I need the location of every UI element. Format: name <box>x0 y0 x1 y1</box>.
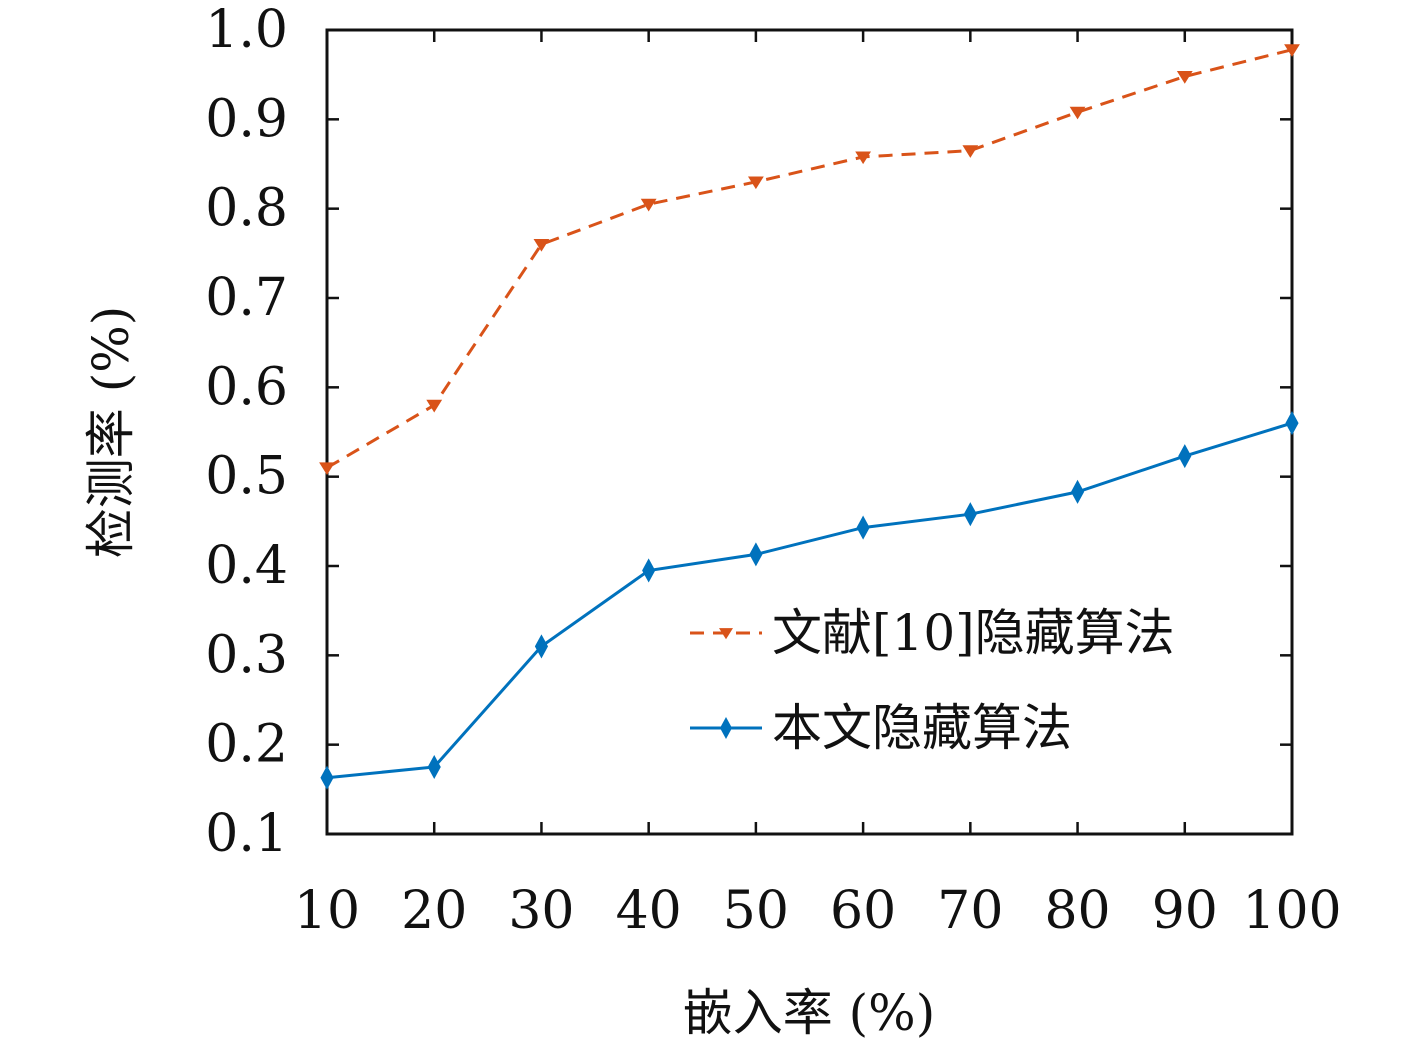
series-1-point-3 <box>640 198 657 212</box>
y-tick-label-4: 0.5 <box>205 447 288 507</box>
plot-area <box>325 28 1294 836</box>
y-tick-labels: 0.1 0.2 0.3 0.4 0.5 0.6 0.7 0.8 0.9 1.0 <box>205 0 288 864</box>
series-2-point-7 <box>1070 479 1085 504</box>
x-tick-label-2: 30 <box>508 881 574 941</box>
series-1-point-7 <box>1069 106 1086 120</box>
y-tick-label-7: 0.8 <box>205 179 288 239</box>
x-tick-label-1: 20 <box>401 881 467 941</box>
legend-marker-series-1 <box>719 628 733 640</box>
legend-label-series-2: 本文隐藏算法 <box>772 699 1072 757</box>
x-axis-label: 嵌入率 (%) <box>683 984 935 1042</box>
axis-ticks <box>325 28 1294 836</box>
legend-label-series-1: 文献[10]隐藏算法 <box>772 604 1175 662</box>
series-2-point-3 <box>642 558 656 583</box>
series-2-point-9 <box>1285 411 1299 436</box>
series-line-1 <box>326 48 1293 469</box>
y-axis-label: 检测率 (%) <box>82 306 140 558</box>
x-tick-label-5: 60 <box>830 881 896 941</box>
y-tick-label-3: 0.4 <box>205 536 288 596</box>
series-1-point-4 <box>747 176 764 190</box>
y-tick-label-5: 0.6 <box>205 357 288 417</box>
series-1-point-0 <box>319 462 335 475</box>
legend: 文献[10]隐藏算法 本文隐藏算法 <box>690 604 1175 757</box>
x-tick-labels: 10 20 30 40 50 60 70 80 90 100 <box>294 881 1342 941</box>
series-2-point-1 <box>427 754 441 780</box>
x-tick-label-0: 10 <box>294 881 360 941</box>
x-tick-label-7: 80 <box>1044 881 1110 941</box>
y-tick-label-6: 0.7 <box>205 268 288 328</box>
legend-marker-series-2 <box>720 717 732 739</box>
x-tick-label-4: 50 <box>723 881 789 941</box>
y-tick-label-9: 1.0 <box>205 0 288 60</box>
series-2-point-2 <box>534 634 549 659</box>
y-tick-label-2: 0.3 <box>205 625 288 685</box>
series-2-point-8 <box>1178 444 1192 469</box>
x-tick-label-3: 40 <box>616 881 682 941</box>
series-1-point-9 <box>1284 44 1300 57</box>
series-1-point-8 <box>1176 71 1193 84</box>
y-tick-label-1: 0.2 <box>205 715 288 775</box>
y-tick-label-8: 0.9 <box>205 89 288 149</box>
series-2-point-4 <box>749 542 763 567</box>
series-1-point-6 <box>962 145 979 158</box>
series-line-2 <box>326 421 1293 780</box>
x-tick-label-8: 90 <box>1152 881 1218 941</box>
x-tick-label-6: 70 <box>937 881 1003 941</box>
series-layer <box>319 44 1300 790</box>
series-1-point-2 <box>533 239 550 252</box>
series-2-point-6 <box>963 502 977 527</box>
series-2-point-5 <box>856 515 870 540</box>
series-2-point-0 <box>320 765 334 790</box>
y-tick-label-0: 0.1 <box>205 804 288 864</box>
x-tick-label-9: 100 <box>1242 881 1341 941</box>
series-1-point-1 <box>426 399 443 413</box>
series-1-point-5 <box>855 151 872 165</box>
